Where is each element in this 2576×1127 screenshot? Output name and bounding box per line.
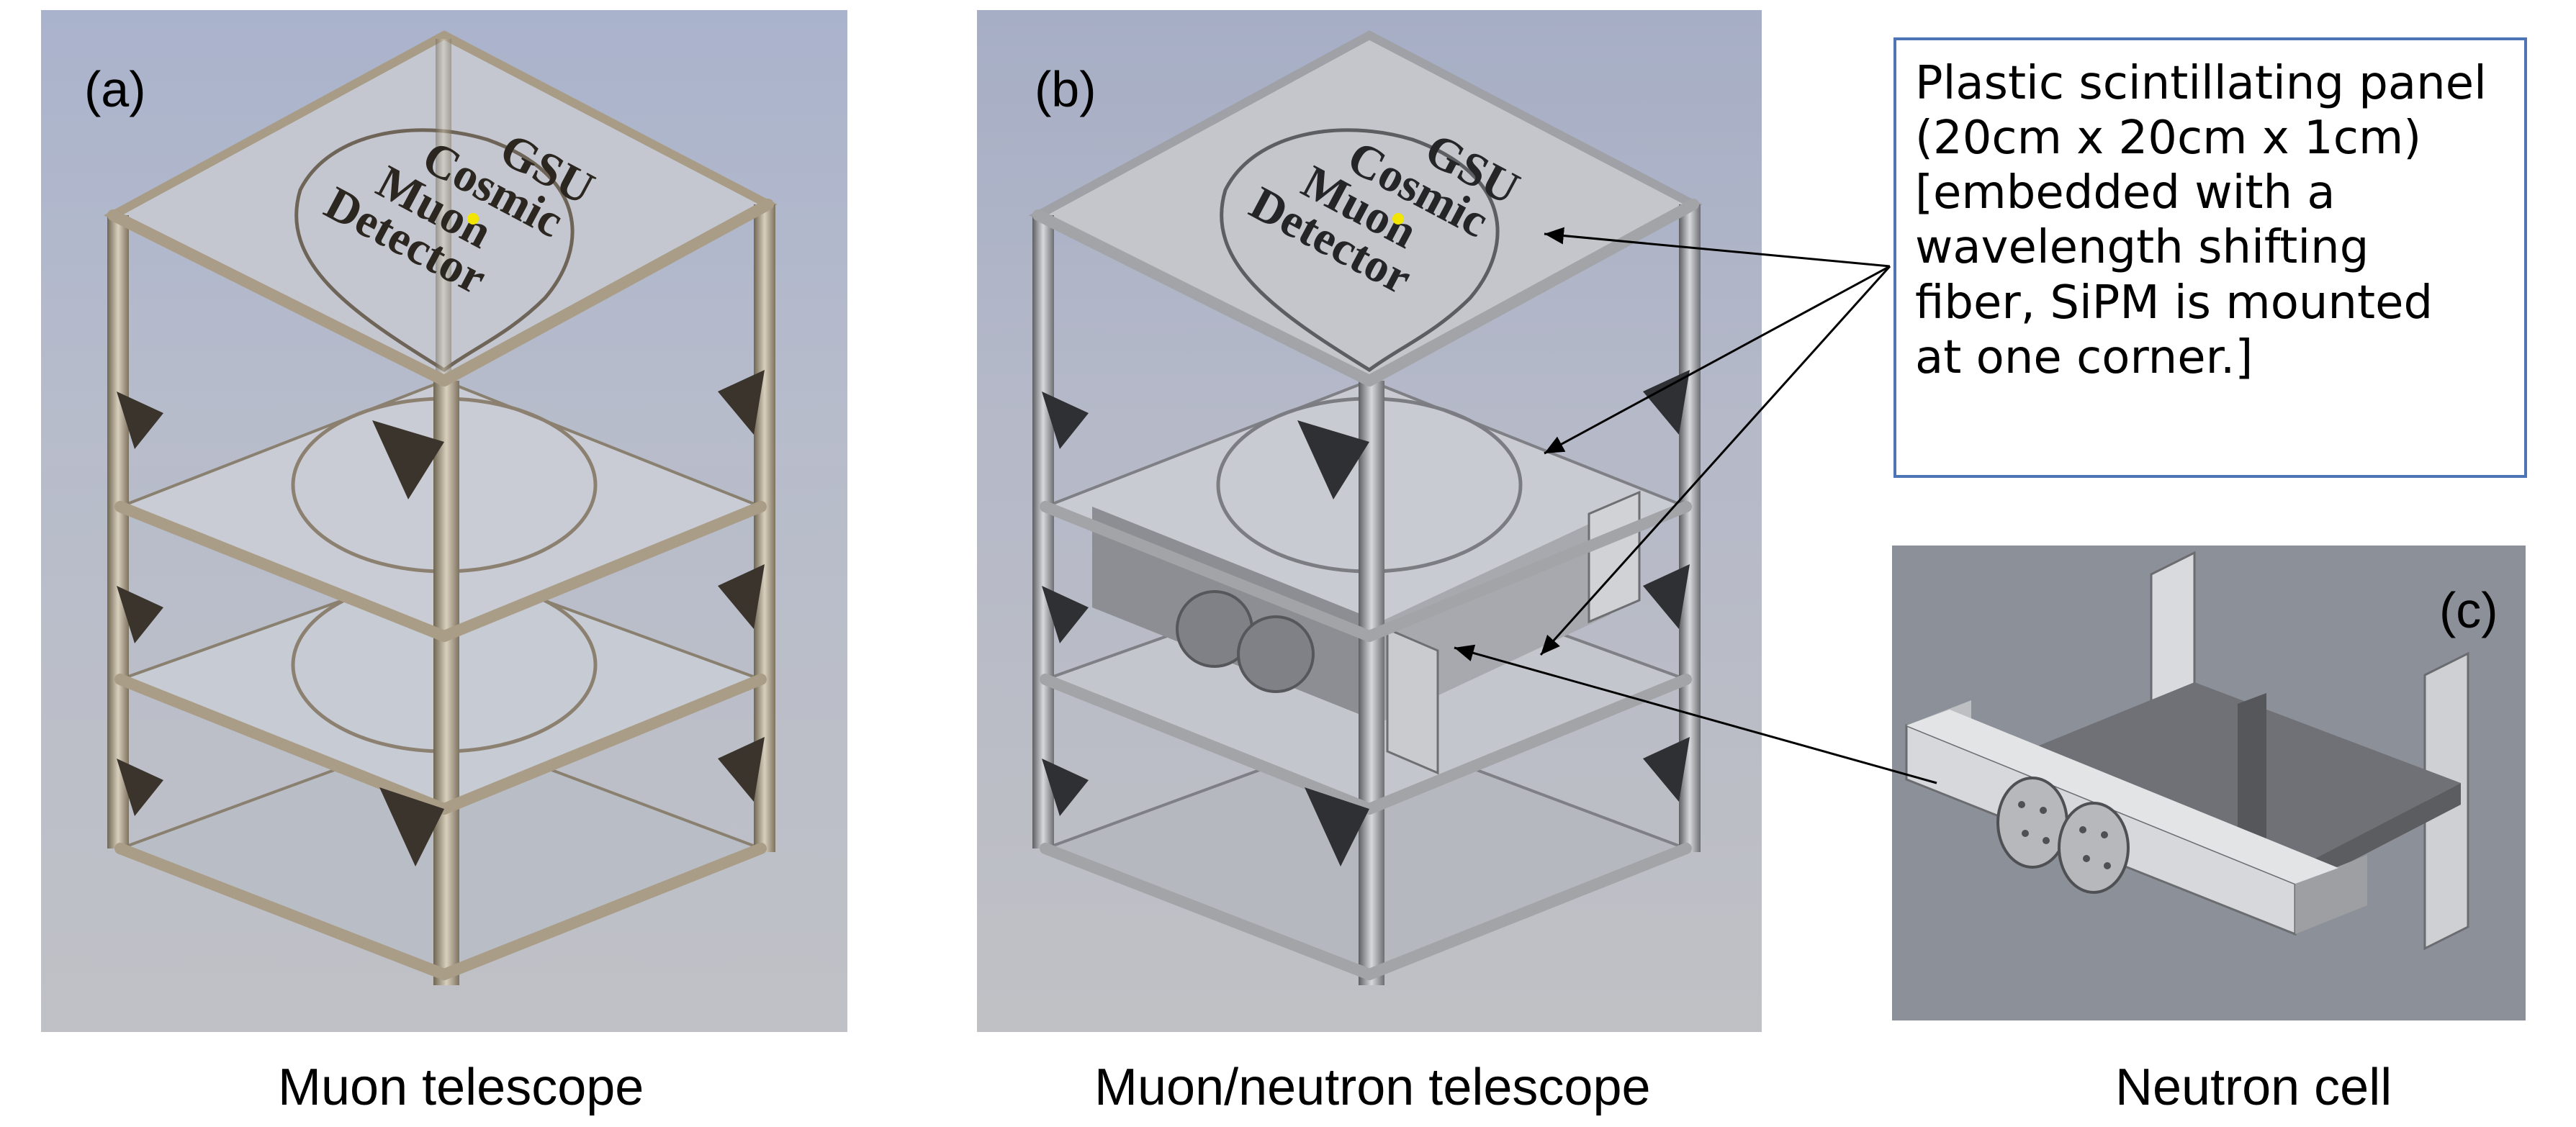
panel-label-b: (b) (1035, 61, 1096, 117)
muon-neutron-telescope-panel: GSU Cosmic Muon Detector (b) (977, 10, 1762, 1032)
callout-line-3: [embedded with a (1915, 166, 2336, 220)
callout-line-2: (20cm x 20cm x 1cm) (1915, 112, 2422, 166)
logo-dot (1392, 213, 1404, 225)
callout-line-5: fiber, SiPM is mounted (1915, 276, 2433, 330)
panel-label-a: (a) (84, 61, 146, 117)
callout-line-6: at one corner.] (1915, 330, 2253, 384)
caption-muon-telescope: Muon telescope (278, 1059, 644, 1116)
caption-neutron-cell: Neutron cell (2115, 1059, 2392, 1116)
logo-dot (467, 213, 479, 225)
muon-neutron-telescope-drawing: GSU Cosmic Muon Detector (1029, 30, 1703, 985)
muon-telescope-drawing: GSU Cosmic Muon Detector (104, 30, 778, 985)
panel-label-c: (c) (2439, 582, 2498, 638)
callout-line-4: wavelength shifting (1915, 221, 2369, 275)
neutron-cell-drawing (1905, 551, 2469, 951)
muon-telescope-panel: GSU Cosmic Muon Detector (a) (41, 10, 847, 1032)
neutron-cell-panel: (c) (1892, 546, 2526, 1020)
callout-line-1: Plastic scintillating panel (1915, 57, 2487, 110)
caption-muon-neutron-telescope: Muon/neutron telescope (1094, 1059, 1651, 1116)
scintillating-panel-callout: Plastic scintillating panel (20cm x 20cm… (1893, 37, 2527, 478)
